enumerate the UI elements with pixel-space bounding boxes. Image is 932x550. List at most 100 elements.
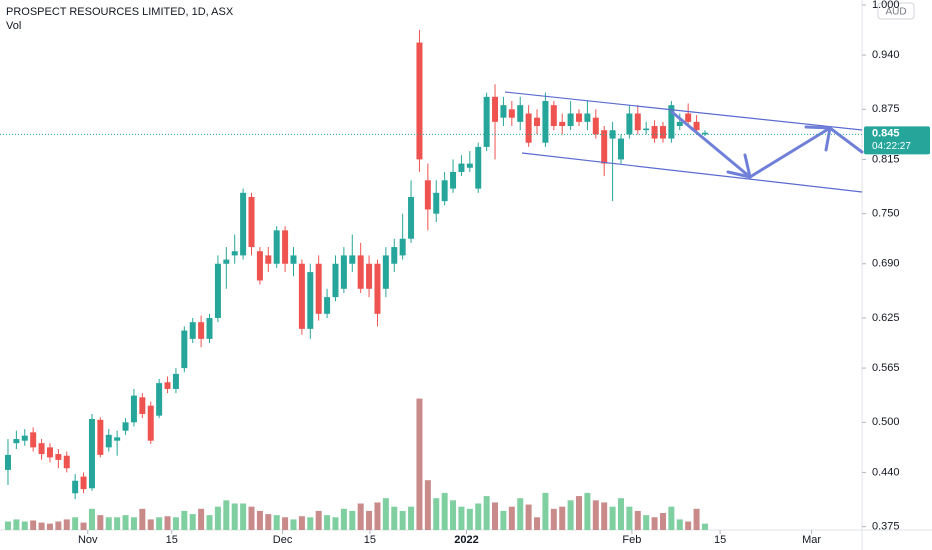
candle-body	[198, 322, 205, 339]
candle-body	[332, 263, 339, 298]
volume-bar	[391, 506, 398, 530]
candle-body	[668, 105, 675, 139]
currency: AUD	[885, 7, 906, 18]
candle-body	[340, 255, 347, 289]
candle-body	[399, 238, 406, 256]
volume-bar	[433, 498, 440, 530]
volume-bar	[206, 515, 213, 530]
candle-body	[391, 247, 398, 264]
volume-bar	[63, 519, 70, 530]
candle-body	[550, 105, 557, 127]
volume-bar	[214, 506, 221, 530]
candle-body	[408, 196, 415, 239]
volume-bar	[223, 500, 230, 530]
candle-body	[374, 263, 381, 314]
candle-body	[290, 255, 297, 264]
volume-bar	[172, 517, 179, 530]
volume-bar	[458, 506, 465, 530]
volume-bar	[466, 508, 473, 530]
candle-body	[63, 455, 70, 469]
x-tick-label: 15	[166, 534, 178, 546]
volume-bar	[634, 510, 641, 530]
volume-bar	[46, 523, 53, 530]
volume-bar	[500, 510, 507, 530]
volume-bar	[693, 508, 700, 530]
candle-body	[282, 230, 289, 264]
candle-body	[617, 138, 624, 160]
candle-body	[483, 96, 490, 147]
candle-body	[701, 132, 708, 135]
volume-bar	[340, 508, 347, 530]
y-tick-label: 1.000	[872, 0, 900, 11]
volume-bar	[88, 508, 95, 530]
candle-body	[676, 121, 683, 127]
candle-body	[475, 146, 482, 189]
candle-body	[349, 255, 356, 264]
candle-body	[525, 113, 532, 143]
volume-bar	[534, 517, 541, 530]
candle-body	[315, 263, 322, 314]
volume-bar	[584, 492, 591, 530]
volume-bar	[13, 519, 20, 530]
y-tick-label: 0.940	[872, 49, 900, 61]
volume-bar	[483, 496, 490, 530]
projection-path	[670, 110, 864, 179]
arrow-head	[726, 153, 752, 179]
last-price-box	[864, 126, 930, 155]
channel-upper	[504, 91, 863, 131]
volume-bar	[164, 516, 171, 530]
candle-body	[122, 422, 129, 431]
volume-bar	[576, 496, 583, 530]
candle-body	[382, 255, 389, 289]
candle-body	[492, 96, 499, 122]
candle-body	[46, 447, 53, 458]
candle-body	[4, 454, 11, 470]
candle-body	[324, 297, 331, 314]
volume-bar	[315, 510, 322, 530]
volume-bar	[550, 508, 557, 530]
candle-body	[13, 439, 20, 444]
candle-body	[206, 318, 213, 339]
volume-bar	[601, 502, 608, 530]
candle-body	[626, 113, 633, 135]
volume-bar	[55, 521, 62, 530]
candle-body	[416, 42, 423, 160]
volume-bar	[130, 517, 137, 530]
candle-body	[130, 395, 137, 423]
volume-bar	[357, 503, 364, 530]
volume-bar	[366, 510, 373, 530]
volume-bar	[332, 517, 339, 530]
volume-bar	[559, 506, 566, 530]
candle-body	[517, 105, 524, 122]
candle-body	[534, 117, 541, 127]
candle-body	[601, 130, 608, 164]
volume-bar	[139, 508, 146, 530]
volume-bar	[4, 521, 11, 530]
volume-bar	[382, 498, 389, 530]
volume-bar	[231, 503, 238, 530]
volume-bar	[408, 506, 415, 530]
candle-body	[273, 230, 280, 264]
volume-bar	[651, 517, 658, 530]
candle-body	[172, 373, 179, 389]
candle-body	[21, 435, 28, 441]
x-tick-label: 15	[714, 534, 726, 546]
volume-bar	[508, 506, 515, 530]
volume-bar	[21, 521, 28, 530]
volume-bar	[181, 510, 188, 530]
candle-body	[433, 192, 440, 214]
candle-body	[424, 180, 431, 210]
volume-bar	[240, 503, 247, 530]
candle-body	[366, 263, 373, 289]
volume-bar	[643, 515, 650, 530]
candle-body	[265, 255, 272, 264]
candle-body	[55, 454, 62, 460]
candle-body	[105, 434, 112, 448]
candle-body	[114, 437, 121, 441]
candle-body	[559, 121, 566, 127]
chart-title: PROSPECT RESOURCES LIMITED, 1D, ASX	[6, 6, 234, 18]
volume-bar	[298, 516, 305, 530]
candle-body	[240, 192, 247, 256]
currency-box	[877, 2, 915, 20]
volume-bar	[38, 522, 45, 530]
